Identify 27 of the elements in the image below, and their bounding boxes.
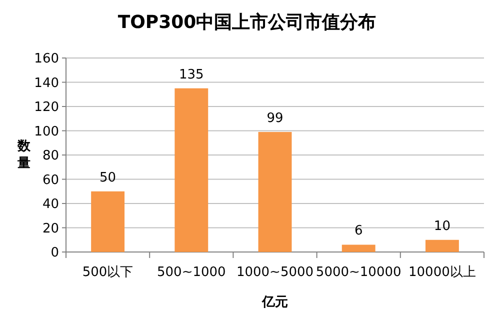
- y-tick-label: 160: [34, 52, 59, 66]
- data-label: 135: [178, 67, 204, 82]
- y-tick-label: 100: [34, 124, 59, 140]
- y-tick-label: 80: [42, 148, 59, 164]
- data-label: 99: [266, 110, 284, 126]
- y-tick-label: 20: [42, 221, 59, 236]
- data-label: 6: [354, 224, 363, 239]
- y-tick-label: 0: [50, 246, 59, 260]
- x-tick-label: 5000~10000: [316, 265, 402, 280]
- chart-title: TOP300中国上市公司市值分布: [118, 12, 376, 33]
- y-tick-label: 60: [42, 172, 59, 188]
- y-tick-label: 140: [34, 76, 59, 91]
- bar: [91, 191, 125, 252]
- bar: [342, 244, 376, 252]
- x-tick-label: 10000以上: [408, 265, 476, 280]
- y-axis-title: 数量: [16, 139, 32, 171]
- y-tick-label: 40: [42, 197, 59, 212]
- bar: [174, 88, 208, 252]
- x-tick-label: 500以下: [82, 265, 134, 280]
- bar: [258, 132, 292, 252]
- x-tick-label: 500~1000: [157, 265, 226, 280]
- x-axis-title: 亿元: [261, 295, 288, 310]
- data-label: 50: [100, 170, 116, 186]
- bar: [425, 240, 459, 252]
- y-tick-label: 120: [34, 100, 59, 115]
- x-tick-label: 1000~5000: [236, 265, 314, 280]
- data-label: 10: [434, 218, 450, 234]
